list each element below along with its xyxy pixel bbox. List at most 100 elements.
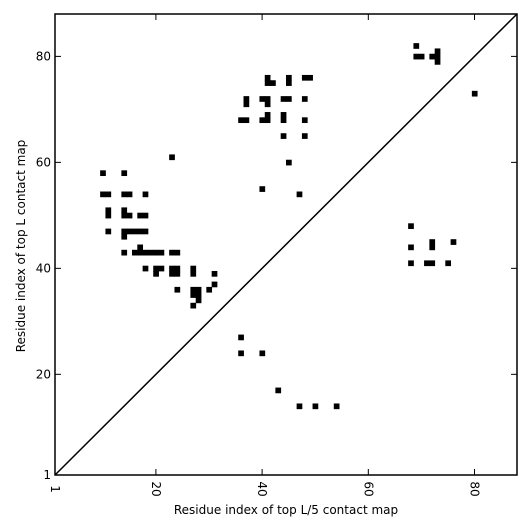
contact-point (301, 74, 308, 81)
contact-point (105, 228, 112, 235)
contact-point (142, 191, 149, 198)
contact-points (100, 43, 478, 410)
contact-point (121, 191, 128, 198)
contact-point (126, 191, 133, 198)
y-tick-label: 80 (36, 49, 51, 63)
contact-point (408, 244, 414, 251)
contact-point (105, 212, 112, 219)
contact-point (301, 133, 308, 139)
contact-point (286, 74, 292, 81)
contact-point (450, 239, 457, 245)
contact-point (158, 249, 165, 256)
contact-point (211, 270, 218, 277)
contact-point (270, 80, 276, 86)
y-tick-label: 40 (36, 261, 51, 275)
contact-point (471, 90, 478, 97)
contact-point (174, 265, 181, 272)
contact-point (286, 80, 292, 86)
contact-point (259, 350, 266, 357)
contact-point (286, 159, 292, 166)
diagonal-line (54, 13, 518, 476)
contact-point (121, 249, 128, 256)
contact-point (126, 212, 133, 219)
contact-point (280, 117, 287, 124)
contact-point (100, 191, 106, 198)
contact-point (137, 212, 144, 219)
contact-point (121, 207, 128, 214)
contact-point (142, 249, 149, 256)
contact-point (121, 212, 128, 219)
contact-point (142, 212, 149, 219)
contact-point (429, 53, 436, 60)
contact-point (243, 96, 250, 102)
contact-point (190, 265, 197, 272)
contact-point (100, 170, 106, 177)
contact-point (153, 265, 159, 272)
contact-point (296, 403, 303, 410)
contact-point (121, 228, 128, 235)
contact-point (434, 48, 441, 55)
contact-point (264, 74, 271, 81)
contact-point (206, 286, 213, 293)
x-tick-label: 40 (255, 481, 269, 496)
contact-point (174, 249, 181, 256)
contact-point (418, 53, 425, 60)
contact-point (286, 96, 292, 102)
contact-point (429, 244, 436, 251)
contact-point (429, 260, 436, 267)
contact-point (259, 186, 266, 192)
contact-point (158, 265, 165, 272)
contact-point (153, 249, 159, 256)
contact-point (413, 43, 420, 49)
contact-point (259, 117, 266, 124)
contact-point (296, 191, 303, 198)
y-tick-label: 20 (36, 367, 51, 381)
y-axis-label: Residue index of top L contact map (14, 140, 28, 353)
contact-point (132, 249, 138, 256)
contact-point (169, 249, 175, 256)
x-tick-label: 60 (361, 481, 375, 496)
contact-point (121, 170, 128, 177)
contact-point (137, 228, 144, 235)
contact-point (238, 350, 244, 357)
contact-point (195, 286, 202, 293)
contact-point (275, 387, 282, 394)
contact-point (137, 244, 144, 251)
contact-point (105, 207, 112, 214)
x-tick-label: 20 (149, 481, 163, 496)
contact-point (264, 96, 271, 102)
contact-point (264, 80, 271, 86)
contact-point (211, 281, 218, 288)
contact-point (195, 297, 202, 304)
contact-point (169, 265, 175, 272)
contact-point (312, 403, 319, 410)
contact-point (169, 270, 175, 277)
contact-point (243, 101, 250, 108)
contact-point (333, 403, 340, 410)
contact-point (121, 233, 128, 240)
y-tick-label: 60 (36, 155, 51, 169)
contact-point (190, 292, 197, 298)
contact-point (264, 117, 271, 124)
contact-point (280, 96, 287, 102)
contact-point (238, 117, 244, 124)
contact-point (147, 249, 154, 256)
contact-point (126, 228, 133, 235)
contact-point (174, 270, 181, 277)
contact-point (413, 53, 420, 60)
contact-point (195, 292, 202, 298)
contact-point (280, 133, 287, 139)
contact-point (190, 286, 197, 293)
x-axis-label: Residue index of top L/5 contact map (174, 503, 398, 517)
contact-point (238, 334, 244, 341)
contact-point (307, 74, 313, 81)
contact-point (264, 112, 271, 118)
contact-point (408, 260, 414, 267)
plot-frame (54, 13, 518, 476)
y-axis: 1 20 40 60 80 (36, 49, 517, 482)
contact-point (445, 260, 452, 267)
contact-point (142, 228, 149, 235)
contact-point (434, 59, 441, 65)
contact-point (132, 228, 138, 235)
